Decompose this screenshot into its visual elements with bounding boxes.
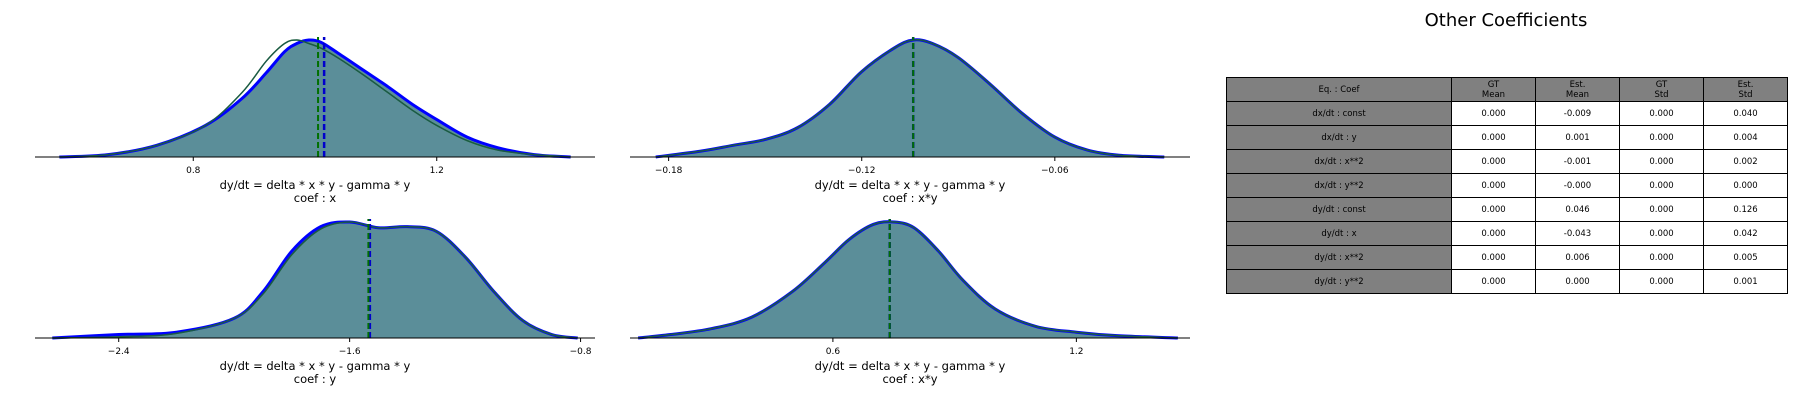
value-cell: -0.001	[1535, 149, 1620, 174]
value-cell: 0.000	[1451, 149, 1536, 174]
row-label-cell: dy/dt : x**2	[1226, 245, 1452, 270]
value-cell: 0.042	[1703, 221, 1788, 246]
value-cell: 0.000	[1451, 221, 1536, 246]
x-tick-label: −0.12	[848, 166, 876, 176]
table-row: dx/dt : y**2 0.000 -0.000 0.000 0.000	[1226, 173, 1788, 198]
panel-coef-label: coef : x*y	[882, 372, 937, 386]
density-fill	[655, 39, 1165, 157]
value-cell: 0.000	[1451, 101, 1536, 126]
density-fill	[59, 39, 571, 158]
table-row: dy/dt : y**2 0.000 0.000 0.000 0.001	[1226, 269, 1788, 294]
value-cell: 0.126	[1703, 197, 1788, 222]
x-tick-label: −2.4	[108, 347, 130, 357]
density-panel-4: 0.6 1.2 dy/dt = delta * x * y - gamma * yc…	[630, 219, 1190, 386]
x-tick-label: 1.2	[1069, 347, 1083, 357]
value-cell: 0.006	[1535, 245, 1620, 270]
table-row: dx/dt : const 0.000 -0.009 0.000 0.040	[1226, 101, 1788, 126]
value-cell: 0.000	[1451, 269, 1536, 294]
value-cell: 0.000	[1703, 173, 1788, 198]
value-cell: 0.000	[1619, 221, 1704, 246]
x-tick-label: −0.18	[655, 166, 683, 176]
value-cell: 0.000	[1451, 173, 1536, 198]
value-cell: 0.000	[1619, 125, 1704, 150]
panel-coef-label: coef : x*y	[882, 191, 937, 205]
value-cell: 0.000	[1619, 173, 1704, 198]
density-fill	[52, 221, 578, 338]
row-label-cell: dx/dt : x**2	[1226, 149, 1452, 174]
header-eq-coef: Eq. : Coef	[1226, 77, 1452, 102]
value-cell: 0.000	[1619, 101, 1704, 126]
value-cell: -0.009	[1535, 101, 1620, 126]
panel-caption: dy/dt = delta * x * y - gamma * y	[220, 178, 411, 192]
value-cell: 0.001	[1703, 269, 1788, 294]
row-label-cell: dy/dt : y**2	[1226, 269, 1452, 294]
row-label-cell: dy/dt : const	[1226, 197, 1452, 222]
table-row: dy/dt : x 0.000 -0.043 0.000 0.042	[1226, 221, 1788, 246]
header-gt-std: GT Std	[1619, 77, 1704, 102]
density-fill	[638, 221, 1178, 338]
value-cell: 0.046	[1535, 197, 1620, 222]
table-title: Other Coefficients	[1424, 10, 1588, 31]
value-cell: 0.002	[1703, 149, 1788, 174]
x-tick-label: 0.8	[186, 166, 201, 176]
row-label-cell: dy/dt : x	[1226, 221, 1452, 246]
coefficients-table: Eq. : Coef GT Mean Est. Mean GT Std Est. Std…	[1226, 77, 1788, 294]
value-cell: 0.000	[1535, 269, 1620, 294]
value-cell: 0.005	[1703, 245, 1788, 270]
table-row: dx/dt : y 0.000 0.001 0.000 0.004	[1226, 125, 1788, 150]
header-est-mean: Est. Mean	[1535, 77, 1620, 102]
table-row: dx/dt : x**2 0.000 -0.001 0.000 0.002	[1226, 149, 1788, 174]
value-cell: -0.043	[1535, 221, 1620, 246]
table-row: dy/dt : const 0.000 0.046 0.000 0.126	[1226, 197, 1788, 222]
x-tick-label: 0.6	[826, 347, 841, 357]
row-label-cell: dx/dt : y	[1226, 125, 1452, 150]
value-cell: 0.000	[1451, 197, 1536, 222]
panel-coef-label: coef : x	[294, 191, 337, 205]
value-cell: 0.000	[1451, 245, 1536, 270]
density-panel-3: −2.4 −1.6 −0.8 dy/dt = delta * x * y - gamm…	[35, 219, 595, 386]
x-tick-label: −0.06	[1041, 166, 1069, 176]
density-panel-2: −0.18 −0.12 −0.06 dy/dt = delta * x * y - g…	[630, 37, 1190, 205]
value-cell: 0.000	[1451, 125, 1536, 150]
panel-caption: dy/dt = delta * x * y - gamma * y	[815, 178, 1006, 192]
table-row: dy/dt : x**2 0.000 0.006 0.000 0.005	[1226, 245, 1788, 270]
density-panel-1: 0.8 1.2 dy/dt = delta * x * y - gamma * yc…	[35, 37, 595, 205]
row-label-cell: dx/dt : const	[1226, 101, 1452, 126]
value-cell: 0.040	[1703, 101, 1788, 126]
x-tick-label: −0.8	[570, 347, 592, 357]
row-label-cell: dx/dt : y**2	[1226, 173, 1452, 198]
x-tick-label: −1.6	[339, 347, 361, 357]
panel-caption: dy/dt = delta * x * y - gamma * y	[220, 359, 411, 373]
panel-caption: dy/dt = delta * x * y - gamma * y	[815, 359, 1006, 373]
overlap-outline	[52, 221, 578, 339]
value-cell: 0.004	[1703, 125, 1788, 150]
value-cell: 0.000	[1619, 269, 1704, 294]
overlap-outline	[638, 221, 1178, 339]
header-gt-mean: GT Mean	[1451, 77, 1536, 102]
x-tick-label: 1.2	[430, 166, 444, 176]
panel-coef-label: coef : y	[294, 372, 337, 386]
value-cell: 0.000	[1619, 149, 1704, 174]
table-header-row: Eq. : Coef GT Mean Est. Mean GT Std Est. Std	[1226, 77, 1788, 102]
header-est-std: Est. Std	[1703, 77, 1788, 102]
overlap-outline	[59, 39, 571, 158]
value-cell: 0.000	[1619, 245, 1704, 270]
value-cell: -0.000	[1535, 173, 1620, 198]
value-cell: 0.000	[1619, 197, 1704, 222]
value-cell: 0.001	[1535, 125, 1620, 150]
density-panels: 0.8 1.2dy/dt = delta * x * y - gamma * yc…	[35, 37, 1190, 386]
